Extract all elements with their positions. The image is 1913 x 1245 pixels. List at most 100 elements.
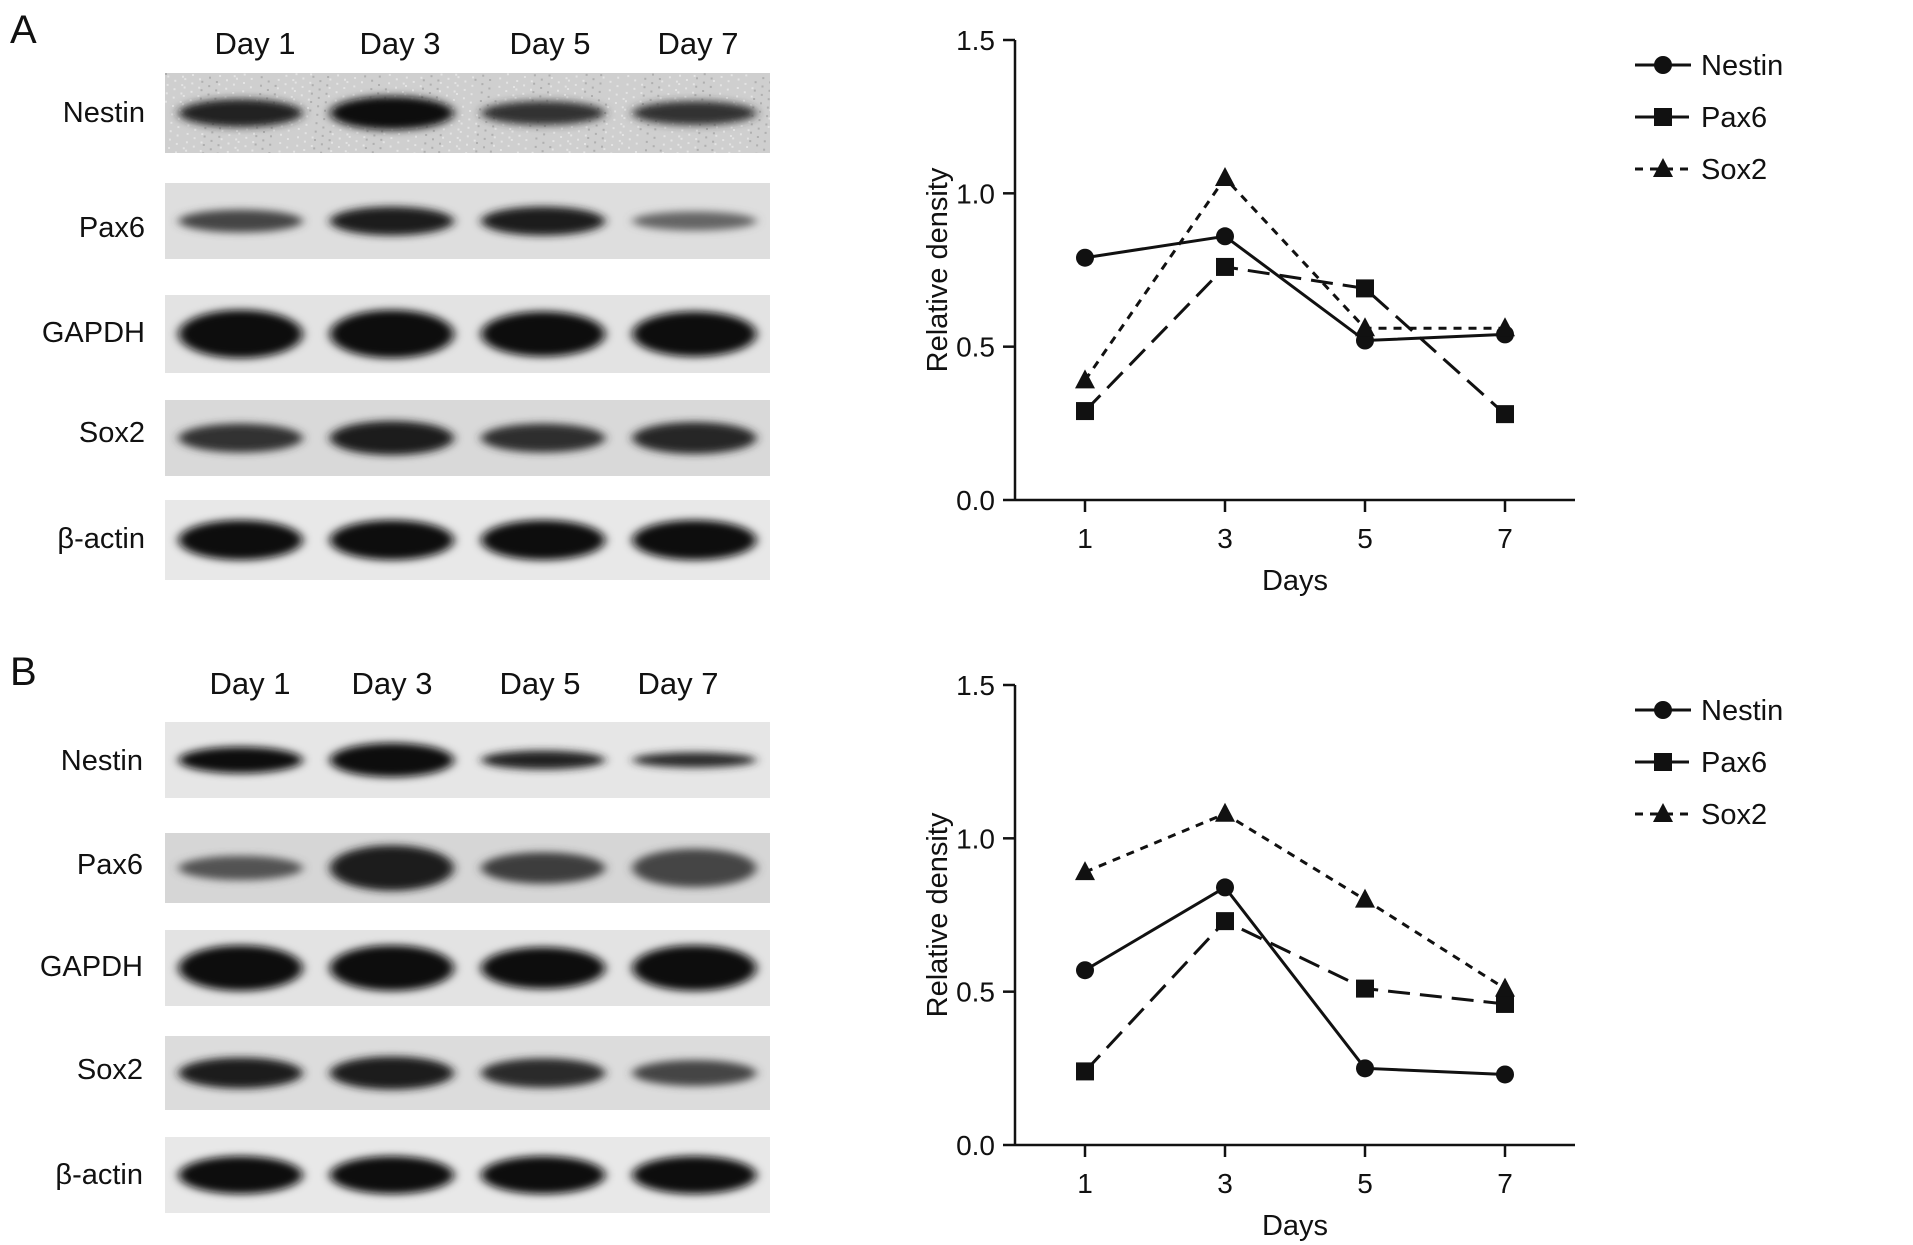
blot-noise xyxy=(431,147,433,149)
blot-noise xyxy=(633,88,635,90)
blot-noise xyxy=(768,98,770,100)
blot-noise xyxy=(442,137,444,139)
blot-noise xyxy=(632,105,634,107)
blot-noise xyxy=(613,127,615,129)
blot-noise xyxy=(591,95,593,97)
blot-noise xyxy=(737,87,739,89)
blot-noise xyxy=(346,81,348,83)
y-tick-label: 1.0 xyxy=(956,178,995,209)
x-tick-label: 7 xyxy=(1497,1168,1513,1199)
blot-noise xyxy=(191,82,193,84)
blot-noise xyxy=(291,96,293,98)
blot-noise xyxy=(259,93,261,95)
blot-noise xyxy=(276,96,278,98)
blot-noise xyxy=(372,151,374,153)
blot-noise xyxy=(669,76,671,78)
blot-band xyxy=(632,849,756,888)
blot-noise xyxy=(412,89,414,91)
data-point-pax6 xyxy=(1076,402,1094,420)
blot-noise xyxy=(262,148,264,150)
blot-noise xyxy=(573,101,575,103)
blot-noise xyxy=(651,82,653,84)
blot-label-a-gapdh: GAPDH xyxy=(15,317,145,350)
blot-noise xyxy=(754,90,756,92)
blot-noise xyxy=(414,153,416,154)
blot-noise xyxy=(176,143,178,145)
blot-noise xyxy=(565,86,567,88)
blot-noise xyxy=(370,88,372,90)
blot-noise xyxy=(561,128,563,130)
y-tick-label: 0.5 xyxy=(956,977,995,1008)
blot-noise xyxy=(533,83,535,85)
blot-noise xyxy=(661,80,663,82)
blot-noise xyxy=(747,138,749,140)
blot-noise xyxy=(468,118,470,120)
blot-noise xyxy=(512,131,514,133)
blot-band xyxy=(632,1156,756,1194)
blot-noise xyxy=(753,98,755,100)
blot-noise xyxy=(388,82,390,84)
blot-noise xyxy=(567,88,569,90)
blot-noise xyxy=(422,88,424,90)
series-line-pax6 xyxy=(1085,921,1505,1071)
blot-noise xyxy=(698,132,700,134)
blot-noise xyxy=(221,130,223,132)
blot-noise xyxy=(244,74,246,76)
blot-noise xyxy=(705,136,707,138)
blot-noise xyxy=(269,144,271,146)
blot-noise xyxy=(730,135,732,137)
series-line-sox2 xyxy=(1085,814,1505,989)
blot-noise xyxy=(344,79,346,81)
blot-noise xyxy=(746,146,748,148)
blot-noise xyxy=(612,136,614,138)
blot-noise xyxy=(603,77,605,79)
blot-noise xyxy=(309,110,311,112)
blot-noise xyxy=(413,81,415,83)
blot-noise xyxy=(181,84,183,86)
blot-noise xyxy=(650,99,652,101)
blot-noise xyxy=(200,150,202,152)
blot-noise xyxy=(657,95,659,97)
blot-noise xyxy=(603,129,605,131)
blot-noise xyxy=(566,149,568,151)
blot-noise xyxy=(543,133,545,135)
blot-noise xyxy=(621,142,623,144)
blot-noise xyxy=(291,124,293,126)
blot-noise xyxy=(499,77,501,79)
blot-noise xyxy=(630,130,632,132)
blot-band xyxy=(481,101,605,125)
blot-noise xyxy=(165,73,167,75)
blot-noise xyxy=(681,138,683,140)
blot-noise xyxy=(534,74,536,76)
blot-noise xyxy=(325,101,327,103)
blot-noise xyxy=(377,92,379,94)
blot-noise xyxy=(509,128,511,130)
blot-noise xyxy=(634,79,636,81)
blot-noise xyxy=(515,97,517,99)
blot-noise xyxy=(174,80,176,82)
blot-noise xyxy=(640,101,642,103)
blot-noise xyxy=(197,95,199,97)
blot-noise xyxy=(183,147,185,149)
blot-noise xyxy=(420,85,422,87)
blot-noise xyxy=(268,152,270,153)
blot-noise xyxy=(215,89,217,91)
blot-noise xyxy=(167,84,169,86)
blot-noise xyxy=(180,93,182,95)
blot-noise xyxy=(315,131,317,133)
blot-noise xyxy=(480,100,482,102)
blot-noise xyxy=(542,142,544,144)
blot-noise xyxy=(529,97,531,99)
blot-noise xyxy=(710,86,712,88)
blot-noise xyxy=(644,86,646,88)
blot-noise xyxy=(238,133,240,135)
blot-noise xyxy=(306,115,308,117)
blot-band xyxy=(481,1156,605,1194)
data-point-sox2 xyxy=(1495,317,1515,336)
blot-noise xyxy=(234,75,236,77)
blot-band xyxy=(481,852,605,884)
blot-noise xyxy=(271,127,273,129)
blot-noise xyxy=(524,76,526,78)
blot-strip-b-gapdh xyxy=(165,930,770,1006)
blot-strip-a-sox2 xyxy=(165,400,770,476)
